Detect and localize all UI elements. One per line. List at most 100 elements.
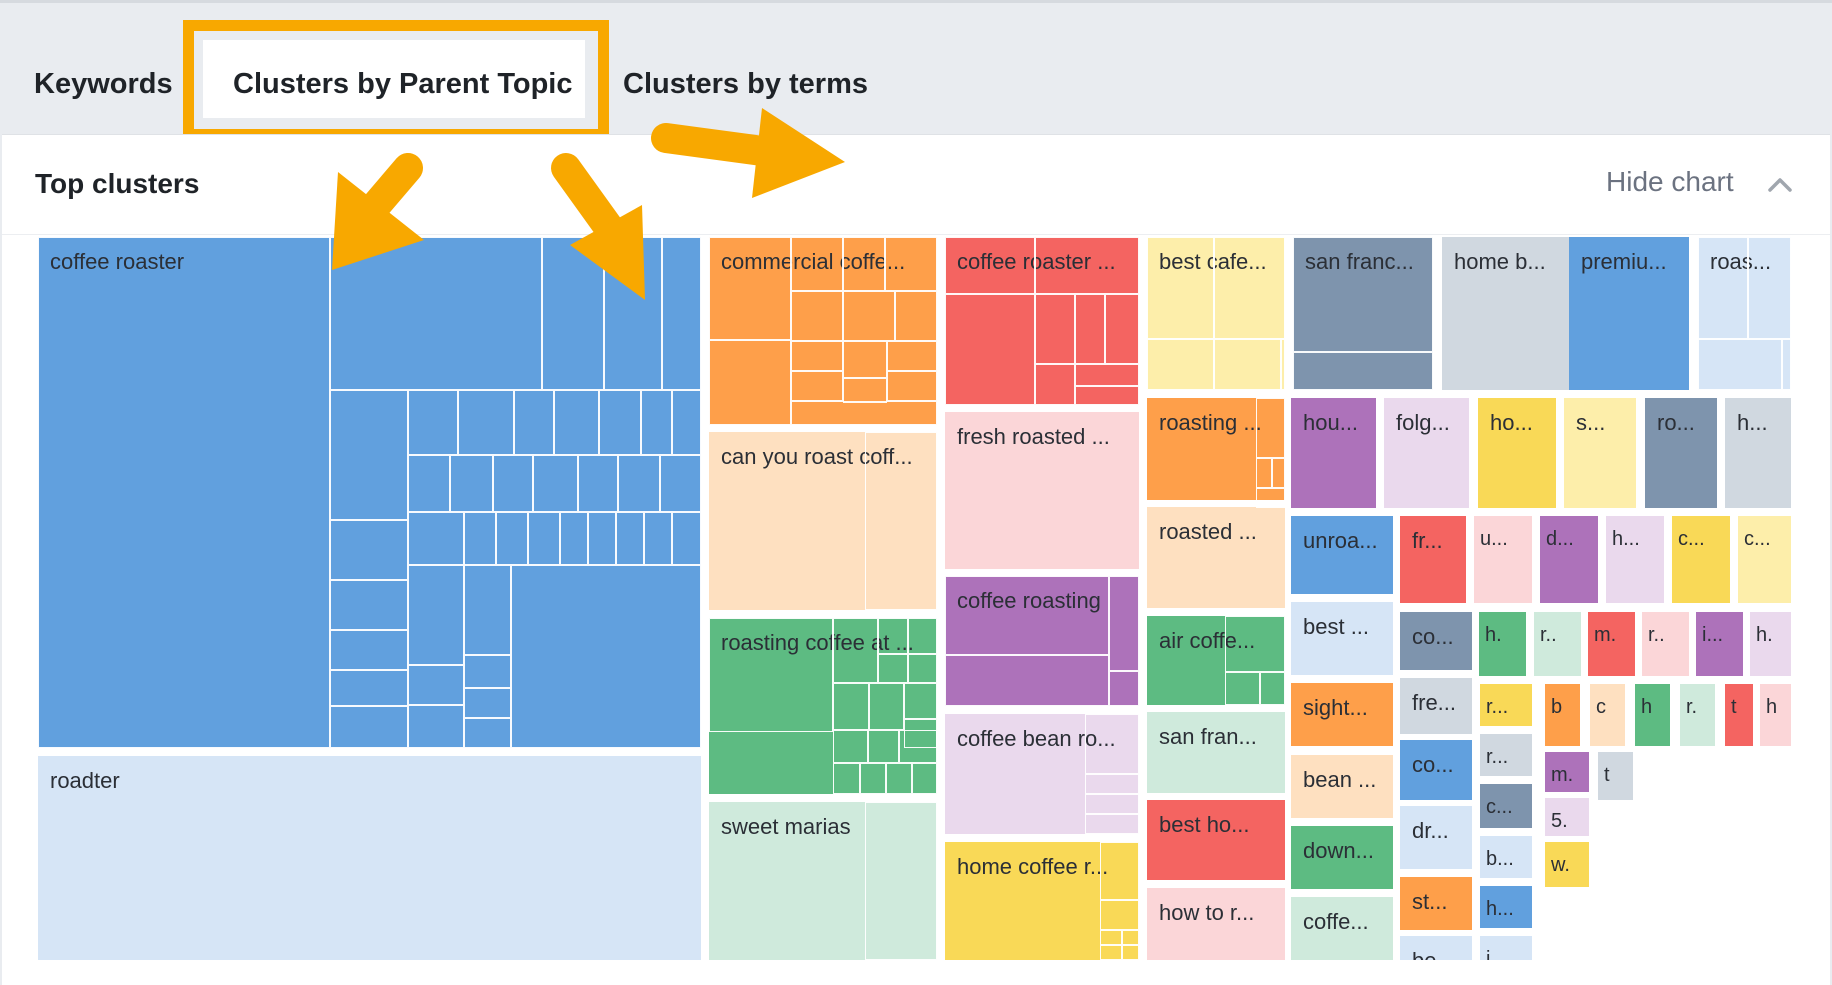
cluster-tile[interactable]: b [1545, 684, 1580, 746]
cluster-tile[interactable]: roadter [38, 756, 701, 960]
cluster-tile[interactable]: fre... [1400, 678, 1472, 734]
cluster-tile[interactable]: home b... [1442, 237, 1594, 390]
cluster-tile[interactable]: i... [1480, 936, 1532, 960]
cluster-tile[interactable]: u... [1474, 516, 1532, 603]
sub-cluster-divider [672, 390, 701, 455]
cluster-tile[interactable]: air coffe... [1147, 616, 1285, 705]
cluster-tile[interactable]: h... [1480, 886, 1532, 928]
cluster-tile[interactable]: co... [1400, 612, 1472, 670]
cluster-tile[interactable]: s... [1564, 398, 1636, 508]
sub-cluster-divider [408, 390, 458, 455]
cluster-label: h... [1486, 898, 1514, 920]
cluster-tile[interactable]: h [1760, 684, 1791, 746]
tab-clusters-by-parent-topic[interactable]: Clusters by Parent Topic [233, 68, 573, 100]
cluster-tile[interactable]: co... [1400, 740, 1472, 800]
cluster-tile[interactable]: i... [1696, 612, 1743, 676]
cluster-tile[interactable]: ho... [1478, 398, 1556, 508]
cluster-tile[interactable]: best cafe... [1147, 237, 1285, 390]
cluster-tile[interactable]: m. [1588, 612, 1635, 676]
cluster-tile[interactable]: fr... [1400, 516, 1466, 603]
cluster-label: r.. [1648, 624, 1665, 646]
sub-cluster-divider [1281, 339, 1285, 390]
sub-cluster-divider [464, 718, 511, 748]
tab-keywords[interactable]: Keywords [34, 68, 173, 100]
sub-cluster-divider [38, 237, 330, 748]
sub-cluster-divider [464, 565, 511, 655]
sub-cluster-divider [330, 237, 542, 390]
cluster-tile[interactable]: fresh roasted ... [945, 412, 1139, 569]
cluster-tile[interactable]: down... [1291, 826, 1393, 889]
cluster-tile[interactable]: how to r... [1147, 888, 1285, 960]
hide-chart-button[interactable]: Hide chart [1606, 166, 1734, 197]
cluster-tile[interactable]: roasting coffee at ... [709, 618, 937, 794]
sub-cluster-divider [1272, 458, 1285, 488]
cluster-label: bean ... [1303, 767, 1377, 792]
cluster-label: coffee bean ro... [957, 726, 1116, 751]
cluster-label: fre... [1412, 690, 1457, 715]
cluster-tile[interactable]: c... [1738, 516, 1791, 603]
cluster-tile[interactable]: roas... [1698, 237, 1791, 390]
cluster-label: m. [1594, 624, 1617, 646]
cluster-tile[interactable]: can you roast coff... [709, 432, 937, 610]
cluster-tile[interactable]: folg... [1384, 398, 1469, 508]
sub-cluster-divider [450, 455, 493, 512]
cluster-label: st... [1412, 889, 1448, 914]
cluster-tile[interactable]: coffe... [1291, 897, 1393, 960]
cluster-tile[interactable]: best ... [1291, 602, 1393, 675]
cluster-tile[interactable]: b... [1480, 836, 1532, 878]
cluster-tile[interactable]: be... [1400, 936, 1472, 960]
sub-cluster-divider [1214, 339, 1281, 390]
cluster-tile[interactable]: st... [1400, 877, 1472, 930]
sub-cluster-divider [1256, 398, 1285, 458]
sub-cluster-divider [1256, 488, 1285, 508]
cluster-tile[interactable]: c [1590, 684, 1625, 746]
cluster-tile[interactable]: coffee roasting [945, 576, 1139, 706]
cluster-tile[interactable]: ro... [1645, 398, 1717, 508]
cluster-tile[interactable]: h [1635, 684, 1670, 746]
cluster-tile[interactable]: sweet marias [709, 802, 937, 960]
cluster-tile[interactable]: h. [1750, 612, 1791, 676]
cluster-tile[interactable]: sight... [1291, 683, 1393, 746]
cluster-tile[interactable]: h... [1606, 516, 1664, 603]
cluster-tile[interactable]: san franc... [1293, 237, 1433, 390]
cluster-tile[interactable]: h... [1725, 398, 1791, 508]
sub-cluster-divider [1109, 576, 1139, 671]
cluster-tile[interactable]: dr... [1400, 806, 1472, 869]
cluster-tile[interactable]: d... [1540, 516, 1598, 603]
sub-cluster-divider [330, 670, 408, 706]
chevron-up-icon[interactable] [1765, 170, 1795, 200]
cluster-tile[interactable]: r... [1480, 684, 1532, 726]
cluster-tile[interactable]: coffee roaster ... [945, 237, 1139, 405]
cluster-tile[interactable]: commercial coffe... [709, 237, 937, 425]
cluster-tile[interactable]: m. [1545, 752, 1589, 792]
cluster-tile[interactable]: home coffee r... [945, 842, 1139, 960]
sub-cluster-divider [1225, 672, 1260, 705]
cluster-tile[interactable]: 5. [1545, 798, 1589, 836]
cluster-tile[interactable]: coffee roaster [38, 237, 701, 748]
sub-cluster-divider [791, 237, 843, 291]
tab-clusters-by-terms[interactable]: Clusters by terms [623, 68, 868, 100]
sub-cluster-divider [887, 371, 937, 401]
cluster-tile[interactable]: c... [1672, 516, 1730, 603]
cluster-tile[interactable]: unroa... [1291, 516, 1393, 594]
cluster-tile[interactable]: bean ... [1291, 755, 1393, 818]
cluster-tile[interactable]: t [1598, 752, 1633, 800]
cluster-tile[interactable]: r. [1680, 684, 1715, 746]
cluster-tile[interactable]: hou... [1291, 398, 1376, 508]
cluster-tile[interactable]: h. [1479, 612, 1526, 676]
cluster-tile[interactable]: w. [1545, 842, 1589, 887]
cluster-tile[interactable]: r.. [1642, 612, 1689, 676]
cluster-tile[interactable]: san fran... [1147, 712, 1285, 793]
cluster-tile[interactable]: premiu... [1569, 237, 1689, 390]
cluster-label: t [1731, 696, 1737, 718]
cluster-tile[interactable]: t [1725, 684, 1753, 746]
sub-cluster-divider [1075, 386, 1139, 405]
cluster-tile[interactable]: best ho... [1147, 800, 1285, 880]
cluster-tile[interactable]: r... [1480, 734, 1532, 776]
sub-cluster-divider [843, 291, 895, 341]
sub-cluster-divider [1214, 237, 1285, 339]
cluster-tile[interactable]: roasting ... [1147, 398, 1285, 500]
cluster-tile[interactable]: c... [1480, 784, 1532, 828]
cluster-tile[interactable]: roasted ... [1147, 507, 1285, 608]
cluster-tile[interactable]: r.. [1534, 612, 1581, 676]
